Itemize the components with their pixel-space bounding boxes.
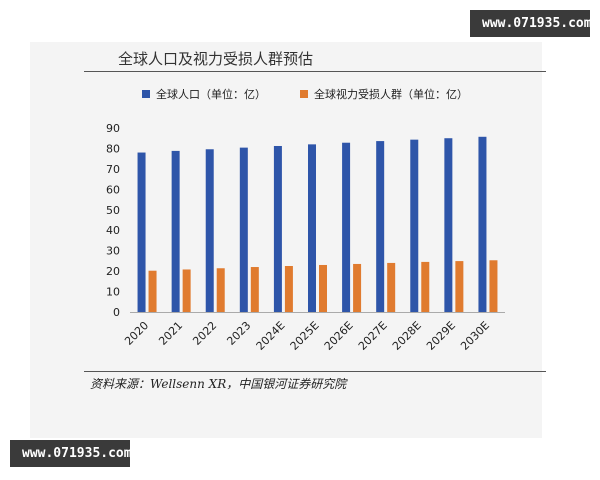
bar-population — [444, 138, 453, 312]
y-tick-label: 90 — [106, 122, 120, 135]
y-tick-label: 30 — [106, 245, 120, 258]
y-tick-label: 70 — [106, 163, 120, 176]
y-tick-label: 10 — [106, 286, 120, 299]
y-tick-label: 40 — [106, 224, 120, 237]
x-tick-label: 2022 — [190, 319, 219, 348]
bar-impaired — [319, 264, 327, 312]
bar-population — [205, 149, 214, 312]
bar-population — [342, 142, 351, 312]
y-tick-label: 80 — [106, 142, 120, 155]
watermark-bottom: www.071935.com — [10, 440, 132, 467]
x-tick-label: 2021 — [156, 319, 185, 348]
bar-impaired — [489, 260, 498, 312]
chart-title: 全球人口及视力受损人群预估 — [118, 50, 314, 68]
bar-population — [410, 139, 419, 312]
chart-panel — [30, 42, 542, 438]
watermark-top: www.071935.com — [470, 10, 592, 37]
bar-impaired — [250, 267, 259, 312]
bar-impaired — [353, 263, 362, 312]
bar-impaired — [182, 269, 191, 312]
title-divider — [84, 71, 546, 72]
x-tick-label: 2029E — [424, 319, 458, 353]
y-tick-label: 0 — [113, 306, 120, 319]
bar-population — [273, 145, 282, 312]
bar-impaired — [284, 266, 293, 312]
bar-impaired — [148, 270, 157, 312]
footer-divider — [84, 371, 546, 372]
x-tick-label: 2030E — [458, 319, 492, 353]
legend-swatch-population — [142, 90, 150, 98]
bar-impaired — [421, 261, 430, 312]
x-tick-label: 2023 — [224, 319, 253, 348]
bar-population — [308, 144, 316, 312]
y-tick-label: 50 — [106, 204, 120, 217]
x-tick-label: 2028E — [390, 319, 424, 353]
y-tick-label: 20 — [106, 265, 120, 278]
bar-impaired — [387, 262, 396, 312]
x-tick-label: 2027E — [356, 319, 390, 353]
bar-population — [239, 147, 248, 312]
y-tick-label: 60 — [106, 183, 120, 196]
bar-impaired — [216, 268, 225, 312]
bar-population — [137, 152, 146, 312]
source-note: 资料来源：Wellsenn XR，中国银河证券研究院 — [90, 377, 347, 391]
bar-population — [171, 150, 180, 312]
x-tick-label: 2026E — [322, 319, 356, 353]
bar-impaired — [455, 261, 464, 312]
legend-swatch-impaired — [300, 90, 308, 98]
bar-population — [376, 141, 385, 312]
legend-item-population: 全球人口（单位：亿） — [142, 86, 266, 102]
legend-label-population: 全球人口（单位：亿） — [156, 88, 266, 101]
legend: 全球人口（单位：亿） 全球视力受损人群（单位：亿） — [0, 86, 600, 102]
bar-population — [478, 136, 487, 312]
legend-item-impaired: 全球视力受损人群（单位：亿） — [300, 86, 468, 102]
legend-label-impaired: 全球视力受损人群（单位：亿） — [314, 88, 468, 101]
x-tick-label: 2025E — [288, 319, 322, 353]
x-tick-label: 2020 — [122, 319, 151, 348]
x-tick-label: 2024E — [254, 319, 288, 353]
